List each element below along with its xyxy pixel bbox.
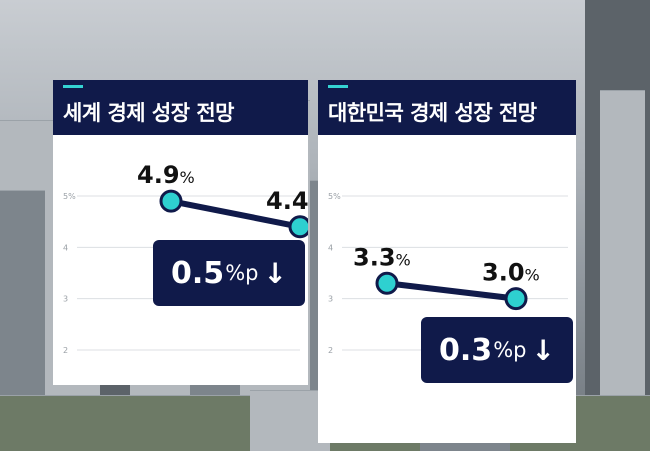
world-growth-panel: 세계 경제 성장 전망 5% 4 3 2 4.9% 4.4% 0.5%p↓ — [53, 80, 308, 385]
data-label: 3.0% — [482, 259, 540, 287]
y-tick-label: 5% — [328, 192, 341, 201]
y-tick-label: 3 — [63, 295, 68, 304]
data-point — [288, 215, 308, 239]
change-value: 0.3 — [439, 332, 493, 368]
down-arrow-icon: ↓ — [531, 333, 555, 367]
plot-area: 5% 4 3 2 3.3% 3.0% — [318, 135, 576, 443]
change-unit: %p — [493, 338, 527, 362]
change-badge: 0.3 %p ↓ — [421, 317, 573, 383]
series-line — [170, 198, 301, 230]
chart-title: 대한민국 경제 성장 전망 — [328, 101, 537, 125]
y-tick-label: 4 — [63, 243, 68, 252]
data-point — [504, 287, 528, 311]
line-chart: 5% 4 3 2 3.3% 3.0% — [328, 192, 568, 355]
y-tick-label: 2 — [63, 346, 68, 355]
y-tick-label: 5% — [63, 192, 76, 201]
panel-header: 대한민국 경제 성장 전망 — [318, 80, 576, 135]
series-line — [386, 280, 517, 302]
korea-growth-panel: 대한민국 경제 성장 전망 5% 4 3 2 3.3% 3.0% 0.3 %p ↓ — [318, 80, 576, 443]
change-value: 0.5 — [171, 255, 225, 291]
data-label: 4.4% — [266, 187, 308, 215]
y-tick-label: 3 — [328, 295, 333, 304]
header-accent-bar — [328, 85, 348, 88]
change-badge: 0.5 %p ↓ — [153, 240, 305, 306]
panel-header: 세계 경제 성장 전망 — [53, 80, 308, 135]
header-accent-bar — [63, 85, 83, 88]
chart-title: 세계 경제 성장 전망 — [63, 101, 235, 125]
y-tick-label: 4 — [328, 243, 333, 252]
down-arrow-icon: ↓ — [263, 256, 287, 290]
change-unit: %p — [225, 261, 259, 285]
data-point — [159, 189, 183, 213]
y-tick-label: 2 — [328, 346, 333, 355]
data-label: 3.3% — [353, 243, 411, 271]
data-point — [375, 271, 399, 295]
data-label: 4.9% — [137, 161, 195, 189]
